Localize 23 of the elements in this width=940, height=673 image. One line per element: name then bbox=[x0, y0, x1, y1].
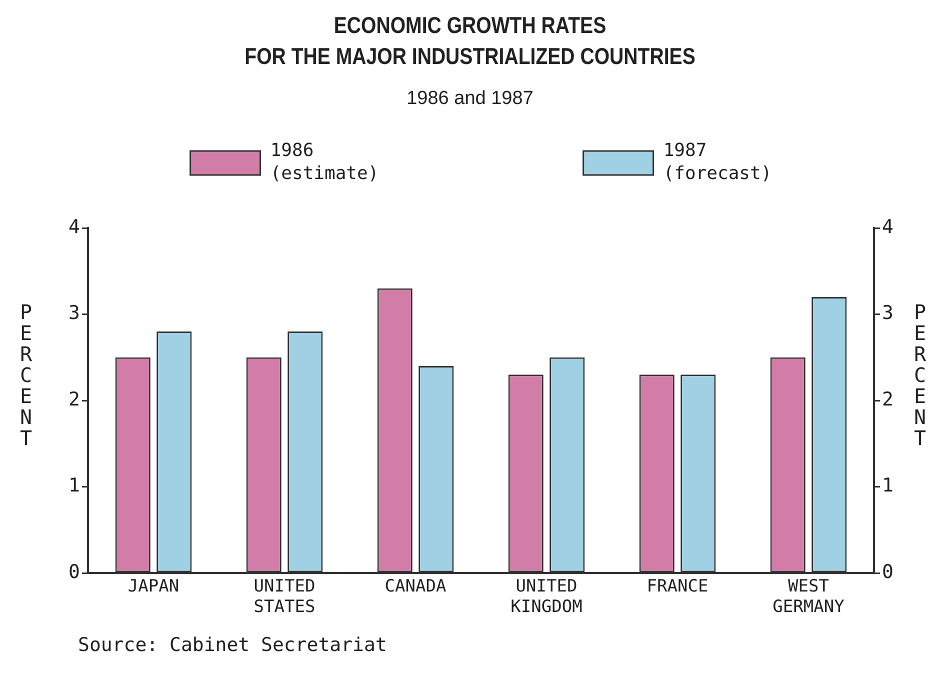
x-tick-label: JAPAN bbox=[128, 576, 180, 597]
chart-title: ECONOMIC GROWTH RATES FOR THE MAJOR INDUSTRIALIZED COUNTRIES bbox=[244, 11, 696, 71]
x-tick-label: WEST GERMANY bbox=[772, 576, 844, 618]
y-tick-label: 3 bbox=[68, 302, 80, 324]
y2-tick-label: 1 bbox=[882, 474, 894, 497]
x-tick-label: UNITED KINGDOM bbox=[510, 576, 582, 618]
y2-tick-label: 3 bbox=[882, 302, 894, 324]
y-tick-label: 1 bbox=[68, 474, 80, 497]
x-tick-label: FRANCE bbox=[646, 576, 708, 597]
y-tick-label: 2 bbox=[68, 388, 80, 410]
y2-tick-label: 0 bbox=[882, 560, 894, 583]
y2-axis-title: PERCENT bbox=[908, 300, 932, 447]
source-note: Source: Cabinet Secretariat bbox=[78, 634, 387, 656]
y-tick-label: 4 bbox=[68, 216, 80, 238]
legend-label: 1986 (estimate) bbox=[270, 140, 379, 184]
x-tick-label: UNITED STATES bbox=[254, 576, 316, 618]
chart-subtitle: 1986 and 1987 bbox=[406, 88, 534, 110]
y-tick-label: 0 bbox=[68, 560, 80, 583]
x-tick-label: CANADA bbox=[384, 576, 446, 597]
y-axis-title: PERCENT bbox=[14, 300, 38, 447]
y2-tick-label: 4 bbox=[882, 216, 894, 238]
legend-label: 1987 (forecast) bbox=[663, 140, 772, 184]
y2-tick-label: 2 bbox=[882, 388, 894, 410]
